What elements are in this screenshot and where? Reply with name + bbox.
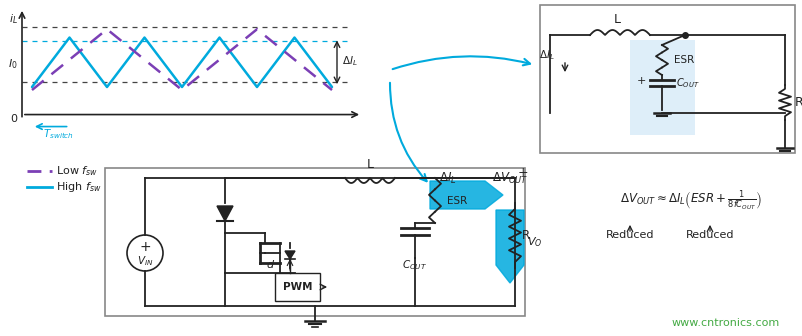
Text: $\Delta I_L$: $\Delta I_L$ [539,48,555,62]
Polygon shape [285,251,295,259]
Text: $0$: $0$ [10,112,18,124]
Text: www.cntronics.com: www.cntronics.com [672,318,780,328]
Bar [105,168,525,316]
Text: +: + [637,76,646,86]
Text: $\Delta I_L$: $\Delta I_L$ [342,54,358,68]
Text: L: L [614,13,621,26]
Text: R: R [795,96,802,109]
Text: d: d [266,260,273,270]
Text: R: R [522,229,530,242]
Text: PWM: PWM [283,282,312,292]
Text: $\Delta V_{OUT}$: $\Delta V_{OUT}$ [492,171,528,186]
Text: L: L [367,158,374,171]
Text: $i_L$: $i_L$ [9,12,18,26]
Text: $\Delta I_L$: $\Delta I_L$ [439,171,457,186]
Text: $C_{OUT}$: $C_{OUT}$ [676,76,699,90]
Text: Reduced: Reduced [686,230,735,240]
Text: ESR: ESR [674,55,695,65]
Text: $\Delta V_{OUT} \approx \Delta I_L \left(ESR + \frac{1}{8fC_{OUT}}\right)$: $\Delta V_{OUT} \approx \Delta I_L \left… [620,188,762,212]
Text: ESR: ESR [447,196,468,206]
Text: High $f_{sw}$: High $f_{sw}$ [56,180,101,194]
Text: +: + [518,167,529,179]
FancyArrowPatch shape [390,83,427,181]
FancyArrow shape [430,181,503,209]
Bar [630,40,695,135]
Polygon shape [217,206,233,221]
Bar [275,273,320,301]
Text: +: + [140,240,151,254]
Text: $T_{switch}$: $T_{switch}$ [43,128,75,141]
FancyArrowPatch shape [393,56,530,69]
Text: $C_{OUT}$: $C_{OUT}$ [403,258,427,272]
Text: $I_0$: $I_0$ [8,57,18,71]
Bar [540,5,795,153]
FancyArrow shape [496,210,524,283]
Text: $V_O$: $V_O$ [527,235,542,249]
Text: $V_{IN}$: $V_{IN}$ [137,254,153,268]
Text: Reduced: Reduced [606,230,654,240]
Text: Low $f_{sw}$: Low $f_{sw}$ [56,164,98,178]
